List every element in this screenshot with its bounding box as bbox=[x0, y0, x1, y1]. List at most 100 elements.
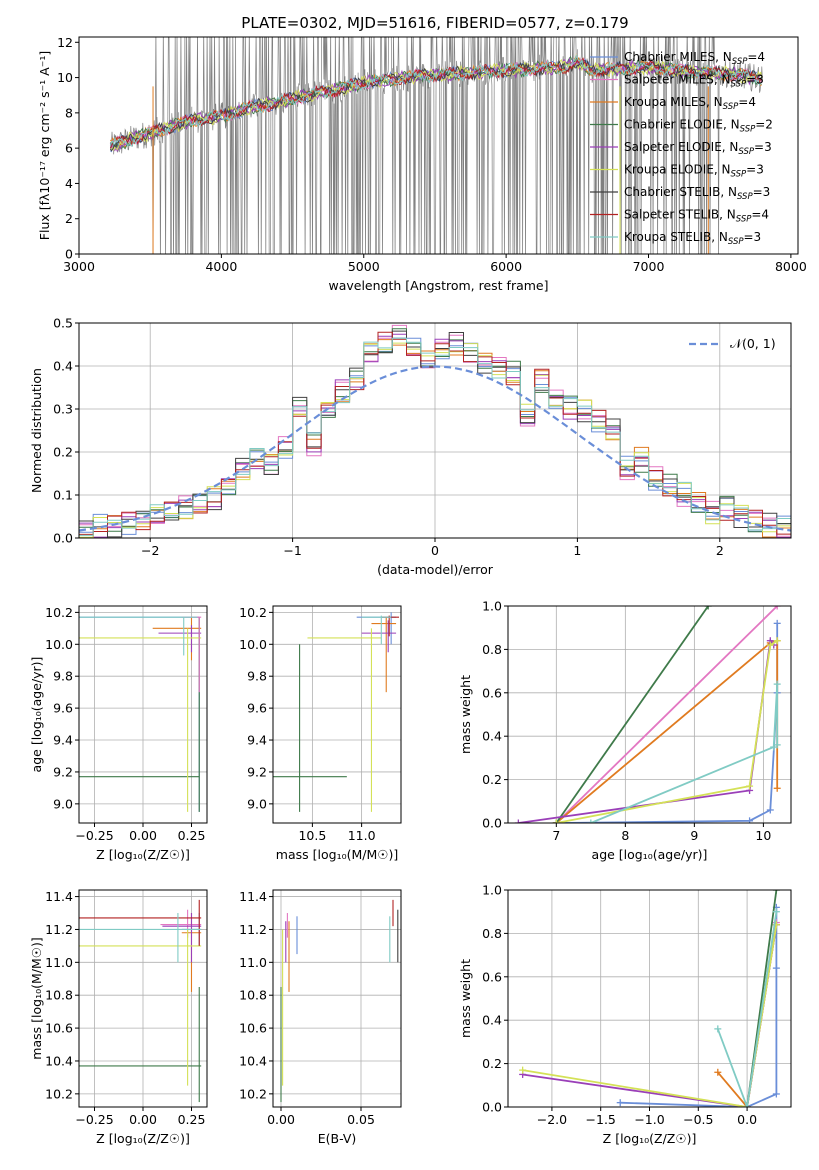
y-tick-label: 9.2 bbox=[53, 764, 73, 779]
y-axis-label: Flux [fλ10⁻¹⁷ erg cm⁻² s⁻¹ A⁻¹] bbox=[37, 51, 52, 240]
y-tick-label: 2 bbox=[65, 211, 73, 226]
x-tick-label: 7000 bbox=[633, 259, 665, 274]
y-tick-label: 8 bbox=[65, 105, 73, 120]
y-axis-label: mass weight bbox=[458, 959, 473, 1038]
legend-entry: Kroupa ELODIE, NSSP=3 bbox=[624, 163, 764, 180]
x-tick-label: 6000 bbox=[490, 259, 522, 274]
y-tick-label: 10.2 bbox=[239, 1086, 267, 1101]
y-tick-label: 0.4 bbox=[482, 1013, 502, 1028]
x-axis-label: Z [log₁₀(Z/Z☉)] bbox=[96, 847, 190, 862]
histogram-9 bbox=[79, 337, 791, 538]
y-tick-label: 0.0 bbox=[482, 816, 502, 831]
x-axis-label: Z [log₁₀(Z/Z☉)] bbox=[603, 1131, 697, 1146]
x-tick-label: 0.00 bbox=[129, 1112, 157, 1127]
x-tick-label: 8000 bbox=[775, 259, 807, 274]
legend-entry: Salpeter STELIB, NSSP=4 bbox=[624, 208, 769, 225]
y-tick-label: 0.4 bbox=[53, 359, 73, 374]
y-tick-label: 0.2 bbox=[482, 772, 502, 787]
y-tick-label: 10 bbox=[57, 70, 73, 85]
y-tick-label: 10.2 bbox=[45, 605, 73, 620]
y-tick-label: 11.0 bbox=[45, 955, 73, 970]
x-tick-label: 0.0 bbox=[737, 1112, 757, 1127]
y-tick-label: 9.6 bbox=[53, 701, 73, 716]
y-tick-label: 9.2 bbox=[247, 764, 267, 779]
y-tick-label: 9.4 bbox=[53, 733, 73, 748]
y-tick-label: 6 bbox=[65, 141, 73, 156]
y-tick-label: 10.0 bbox=[239, 637, 267, 652]
x-axis-label: wavelength [Angstrom, rest frame] bbox=[328, 278, 548, 293]
x-tick-label: −0.25 bbox=[75, 828, 113, 843]
x-tick-label: 3000 bbox=[63, 259, 95, 274]
axes-frame bbox=[507, 605, 792, 824]
x-tick-label: 7 bbox=[552, 828, 560, 843]
figure-title: PLATE=0302, MJD=51616, FIBERID=0577, z=0… bbox=[241, 14, 628, 32]
plot-area bbox=[79, 616, 202, 812]
legend-entry: Salpeter ELODIE, NSSP=3 bbox=[624, 140, 772, 157]
y-tick-label: 10.2 bbox=[45, 1086, 73, 1101]
x-axis-label: (data-model)/error bbox=[377, 562, 494, 577]
legend-entry: Salpeter MILES, NSSP=3 bbox=[624, 73, 764, 90]
x-axis-label: mass [log₁₀(M/M☉)] bbox=[276, 847, 398, 862]
panel-mass-vs-Z: −0.25 0.00 0.25 10.2 10.4 10.6 10.8 11.0 11.2 11.… bbox=[29, 889, 208, 1146]
y-axis-label: mass weight bbox=[458, 675, 473, 754]
legend-entry: Kroupa STELIB, NSSP=3 bbox=[624, 230, 761, 247]
y-tick-label: 0.1 bbox=[53, 488, 73, 503]
spectrum-legend: Chabrier MILES, NSSP=4 Salpeter MILES, NS… bbox=[590, 50, 773, 247]
y-tick-label: 1.0 bbox=[482, 599, 502, 614]
x-tick-label: −0.5 bbox=[683, 1112, 713, 1127]
x-tick-label: −2 bbox=[141, 543, 159, 558]
y-tick-label: 0.0 bbox=[482, 1100, 502, 1115]
x-tick-label: −1.5 bbox=[586, 1112, 616, 1127]
y-tick-label: 0.8 bbox=[482, 926, 502, 941]
x-tick-label: 8 bbox=[621, 828, 629, 843]
y-tick-label: 10.2 bbox=[239, 605, 267, 620]
x-axis-label: Z [log₁₀(Z/Z☉)] bbox=[96, 1131, 190, 1146]
x-tick-label: −1 bbox=[283, 543, 301, 558]
observed-spectrum bbox=[109, 37, 763, 254]
x-axis-label: age [log₁₀(age/yr)] bbox=[592, 847, 708, 862]
y-tick-label: 0.4 bbox=[482, 729, 502, 744]
y-tick-label: 10.4 bbox=[45, 1053, 73, 1068]
y-tick-label: 10.0 bbox=[45, 637, 73, 652]
axes-frame bbox=[272, 605, 402, 824]
x-tick-label: −1.0 bbox=[634, 1112, 664, 1127]
y-tick-label: 9.6 bbox=[247, 701, 267, 716]
y-tick-label: 10.8 bbox=[239, 988, 267, 1003]
legend-entry: Chabrier STELIB, NSSP=3 bbox=[624, 185, 770, 202]
y-tick-label: 11.0 bbox=[239, 955, 267, 970]
weight-series-3 bbox=[555, 639, 779, 823]
plot-area bbox=[514, 606, 781, 823]
x-tick-label: 5000 bbox=[348, 259, 380, 274]
panel-age-vs-mass: 10.5 11.0 9.0 9.2 9.4 9.6 9.8 10.0 10.2 mass [log… bbox=[239, 605, 402, 862]
panel-mass-vs-ebv: 0.00 0.05 10.2 10.4 10.6 10.8 11.0 11.2 11.4 E(B-… bbox=[239, 889, 402, 1146]
axes-frame bbox=[272, 889, 402, 1108]
y-tick-label: 0.6 bbox=[482, 685, 502, 700]
x-tick-label: −2.0 bbox=[537, 1112, 567, 1127]
x-tick-label: 2 bbox=[716, 543, 724, 558]
plot-area bbox=[519, 890, 780, 1107]
plot-area bbox=[109, 37, 763, 254]
x-tick-label: 0.25 bbox=[178, 1112, 206, 1127]
plot-area bbox=[79, 899, 202, 1103]
y-axis-label: Normed distribution bbox=[29, 368, 44, 493]
y-tick-label: 10.8 bbox=[45, 988, 73, 1003]
y-tick-label: 0.3 bbox=[53, 402, 73, 417]
y-tick-label: 0 bbox=[65, 247, 73, 262]
x-tick-label: 4000 bbox=[205, 259, 237, 274]
x-axis-label: E(B-V) bbox=[318, 1131, 357, 1146]
weight-series-9 bbox=[590, 684, 779, 823]
legend-entry: Chabrier MILES, NSSP=4 bbox=[624, 50, 765, 67]
axes-frame bbox=[78, 36, 799, 255]
y-tick-label: 10.6 bbox=[45, 1021, 73, 1036]
x-tick-label: 0.00 bbox=[129, 828, 157, 843]
panel-spectrum: 3000 4000 5000 6000 7000 8000 0 2 4 6 8 10 12 wavelen… bbox=[37, 35, 807, 293]
model-spectrum-9 bbox=[109, 53, 763, 147]
y-tick-label: 9.8 bbox=[247, 669, 267, 684]
weight-series-6 bbox=[522, 924, 778, 1107]
y-tick-label: 9.4 bbox=[247, 733, 267, 748]
panel-mass-weight-vs-age: 7 8 9 10 0.0 0.2 0.4 0.6 0.8 1.0 age [log₁₀(age/yr… bbox=[458, 599, 792, 862]
normal-legend-label: 𝒩(0, 1) bbox=[730, 336, 776, 351]
y-tick-label: 9.0 bbox=[53, 796, 73, 811]
y-tick-label: 11.2 bbox=[239, 922, 267, 937]
y-tick-label: 0.5 bbox=[53, 316, 73, 331]
